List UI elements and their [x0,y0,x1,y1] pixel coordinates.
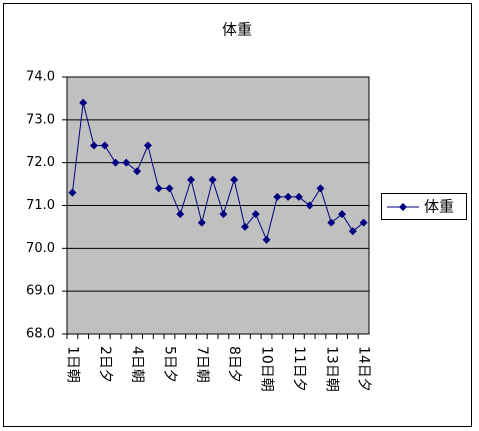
legend-label: 体重 [424,198,454,216]
x-tick-label: 13日朝 [323,346,339,392]
point [305,201,314,210]
point [219,210,228,219]
point [100,141,109,150]
y-tick-label: 68.0 [26,327,55,342]
x-tick-label: 5日夕 [161,346,177,383]
x-tick-label: 11日夕 [291,346,307,392]
x-tick-label: 4日朝 [129,346,145,383]
point [89,141,98,150]
x-tick-label: 8日夕 [226,346,242,383]
legend-marker [399,203,407,211]
point [316,184,325,193]
point [187,175,196,184]
point [230,175,239,184]
point [240,222,249,231]
point [154,184,163,193]
point [338,210,347,219]
chart-title: 体重 [222,21,252,39]
point [262,235,271,244]
y-tick-label: 71.0 [26,198,55,213]
point [197,218,206,227]
point [68,188,77,197]
x-tick-label: 2日夕 [97,346,113,383]
y-tick-label: 70.0 [26,241,55,256]
point [208,175,217,184]
point [165,184,174,193]
point [359,218,368,227]
x-tick-label: 10日朝 [259,346,275,392]
point [251,210,260,219]
y-tick-label: 74.0 [26,70,55,85]
point [133,167,142,176]
y-tick-label: 69.0 [26,284,55,299]
series-line [71,102,364,242]
point [122,158,131,167]
point [284,192,293,201]
point [79,98,88,107]
point [273,192,282,201]
y-tick-label: 73.0 [26,112,55,127]
x-tick-label: 7日朝 [194,346,210,383]
point [348,227,357,236]
point [143,141,152,150]
x-tick-label: 14日夕 [356,346,372,392]
point [327,218,336,227]
y-tick-label: 72.0 [26,155,55,170]
x-tick-label: 1日朝 [64,346,80,383]
point [176,210,185,219]
point [111,158,120,167]
point [294,192,303,201]
